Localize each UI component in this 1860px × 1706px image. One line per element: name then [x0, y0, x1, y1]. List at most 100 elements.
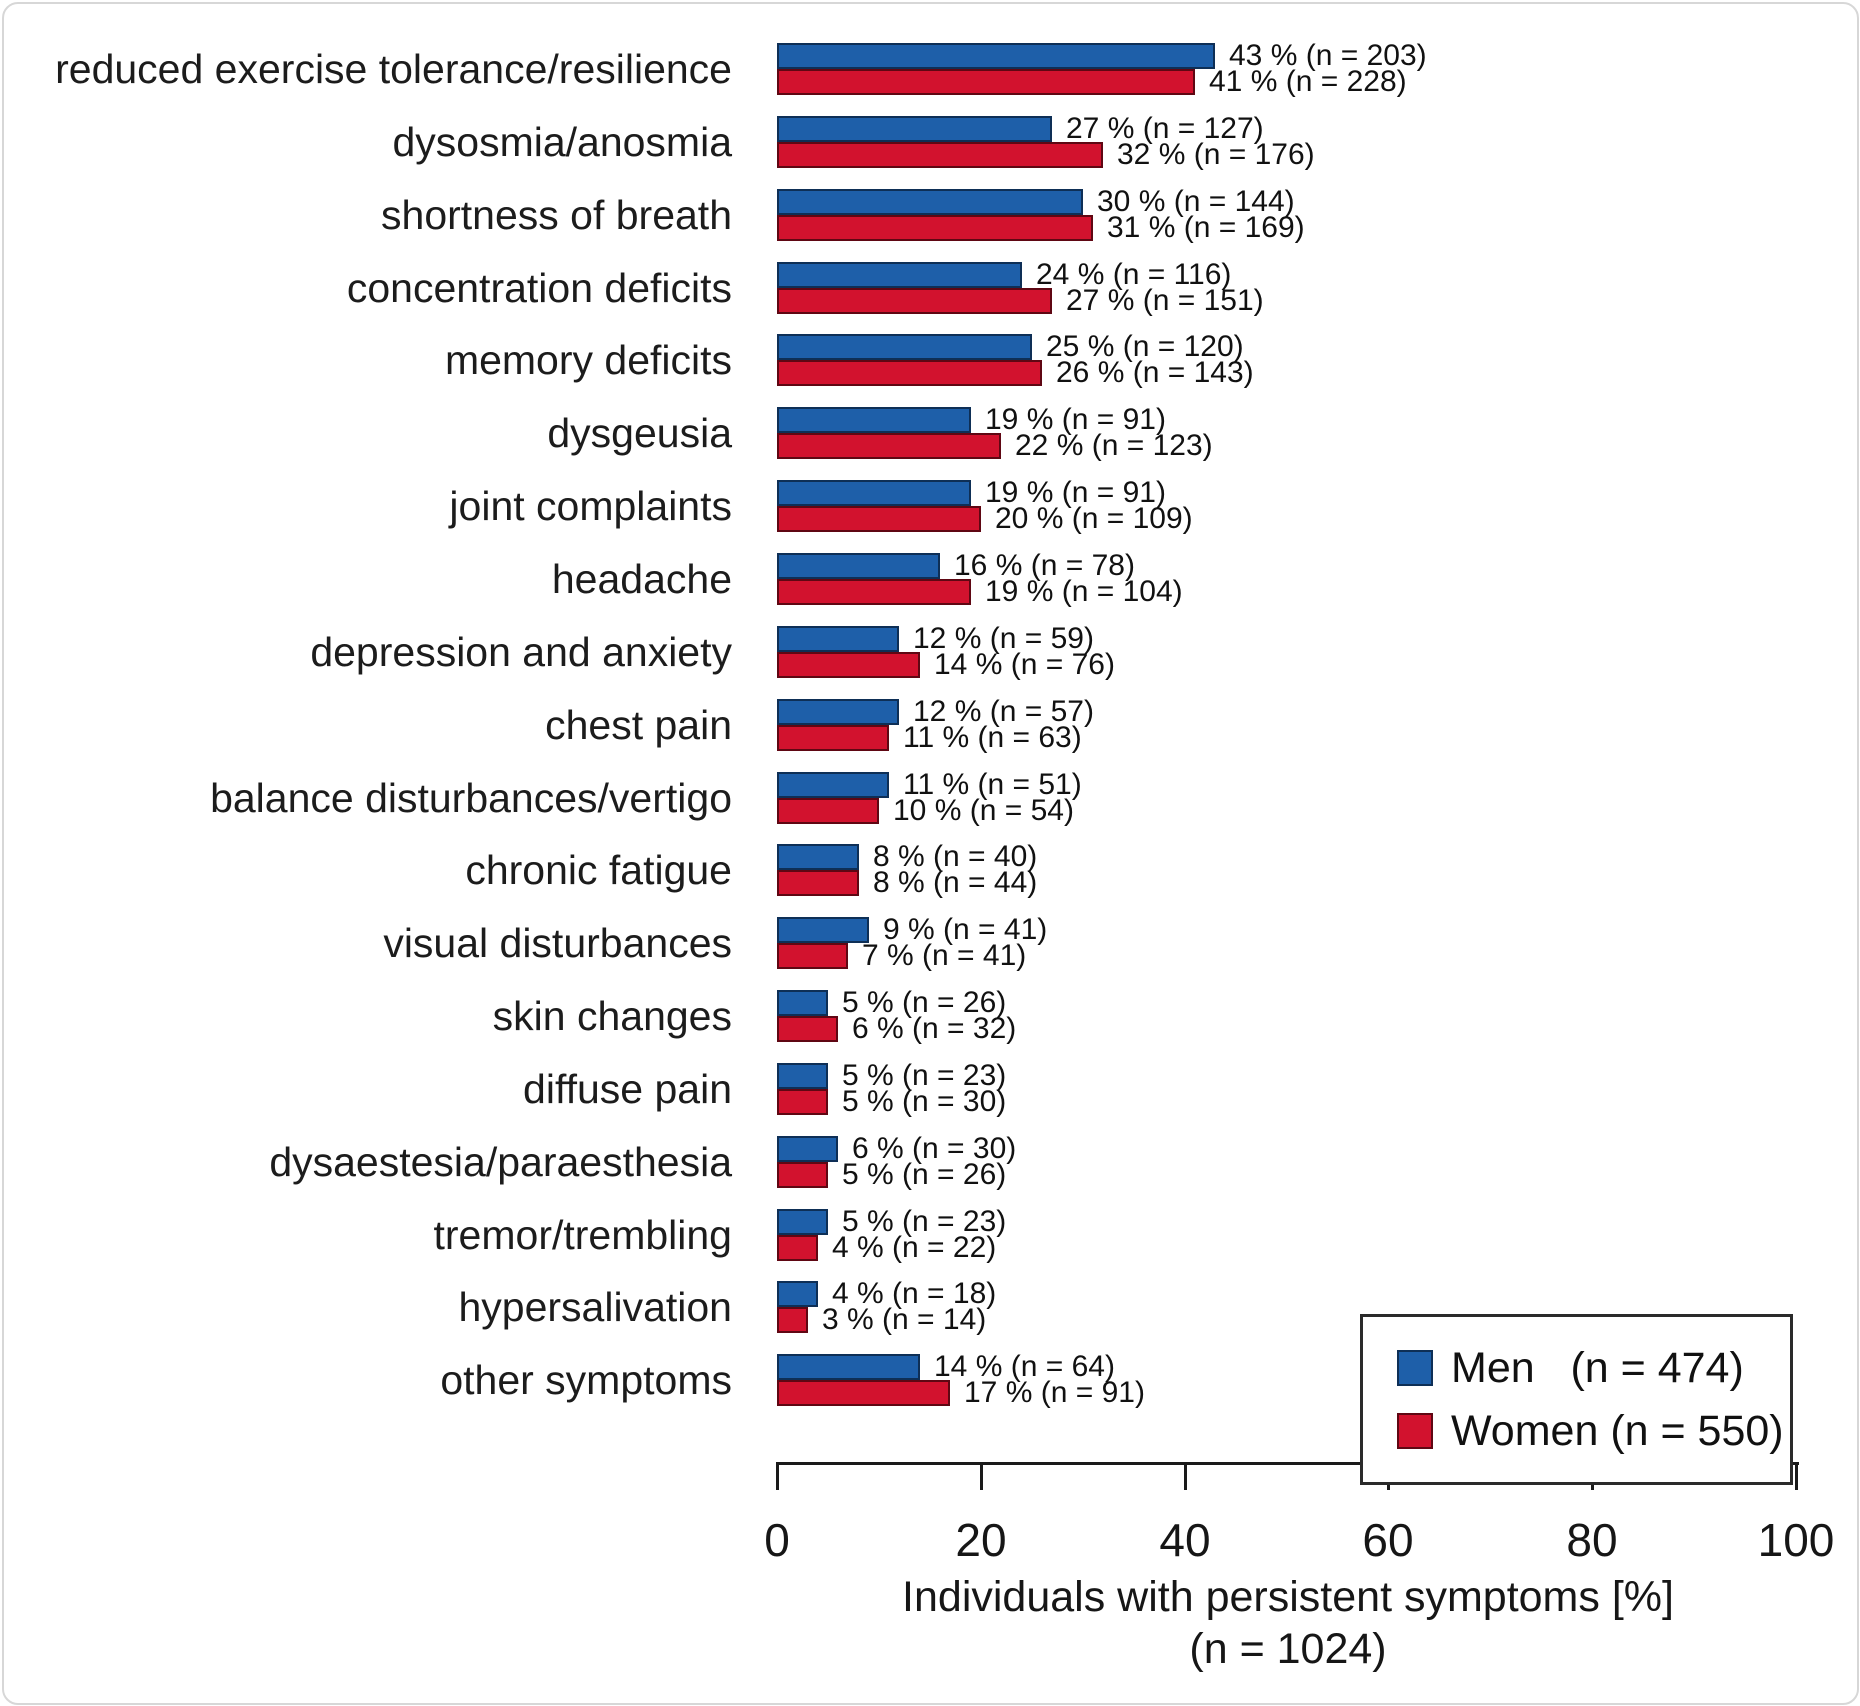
bar-value-men: 4 % (n = 18): [832, 1277, 997, 1311]
category-label: headache: [551, 555, 732, 602]
bar-value-women: 11 % (n = 63): [903, 720, 1082, 754]
bar-value-women: 4 % (n = 22): [832, 1230, 997, 1264]
bar-men: [777, 771, 889, 798]
bar-women: [777, 214, 1093, 241]
bar-value-women: 31 % (n = 169): [1107, 210, 1305, 244]
bar-value-men: 11 % (n = 51): [903, 767, 1082, 801]
bar-women: [777, 1088, 828, 1115]
legend: Men (n = 474) Women (n = 550): [1360, 1314, 1793, 1485]
bar-men: [777, 844, 859, 871]
bar-women: [777, 1307, 808, 1334]
bar-men: [777, 188, 1083, 215]
x-axis-title: Individuals with persistent symptoms [%]: [902, 1573, 1674, 1621]
category-label: depression and anxiety: [310, 628, 732, 675]
bar-value-men: 14 % (n = 64): [934, 1350, 1115, 1384]
bar-men: [777, 261, 1022, 288]
x-tick-label: 80: [1566, 1514, 1618, 1566]
category-label: other symptoms: [440, 1357, 732, 1404]
bar-women: [777, 1380, 950, 1407]
x-tick: [980, 1462, 983, 1490]
bar-value-women: 14 % (n = 76): [934, 647, 1115, 681]
bar-men: [777, 115, 1052, 142]
bar-value-men: 30 % (n = 144): [1097, 184, 1295, 218]
bar-value-women: 7 % (n = 41): [862, 939, 1027, 973]
bar-value-women: 10 % (n = 54): [893, 793, 1074, 827]
bar-value-men: 19 % (n = 91): [985, 476, 1166, 510]
men-color-swatch: [1397, 1350, 1433, 1386]
x-tick: [1795, 1462, 1798, 1490]
bar-value-women: 41 % (n = 228): [1209, 65, 1407, 98]
bar-value-men: 6 % (n = 30): [852, 1131, 1017, 1165]
category-label: shortness of breath: [381, 191, 732, 238]
legend-label-men: Men (n = 474): [1451, 1343, 1744, 1392]
bar-women: [777, 1161, 828, 1188]
category-label: balance disturbances/vertigo: [210, 774, 732, 821]
category-label: chronic fatigue: [465, 847, 732, 894]
bar-women: [777, 943, 848, 970]
category-label: skin changes: [492, 993, 732, 1040]
bar-women: [777, 724, 889, 751]
bar-men: [777, 334, 1032, 361]
bar-women: [777, 578, 971, 605]
bar-women: [777, 433, 1001, 460]
category-label: chest pain: [545, 701, 732, 748]
bar-value-women: 5 % (n = 26): [842, 1157, 1007, 1191]
bar-value-men: 25 % (n = 120): [1046, 330, 1244, 364]
category-label: concentration deficits: [346, 264, 732, 311]
bar-women: [777, 69, 1195, 95]
category-label: tremor/trembling: [433, 1211, 732, 1258]
bar-men: [777, 43, 1215, 69]
bar-women: [777, 287, 1052, 314]
bar-value-men: 27 % (n = 127): [1066, 111, 1264, 145]
bar-men: [777, 625, 899, 652]
bar-value-men: 12 % (n = 57): [913, 694, 1094, 728]
bar-men: [777, 698, 899, 725]
bar-men: [777, 990, 828, 1017]
bar-value-men: 24 % (n = 116): [1036, 257, 1232, 291]
category-label: diffuse pain: [523, 1065, 732, 1112]
bar-women: [777, 506, 981, 533]
bar-men: [777, 1281, 818, 1308]
category-label: memory deficits: [444, 337, 732, 384]
category-label: joint complaints: [449, 483, 732, 530]
x-tick-label: 40: [1159, 1514, 1211, 1566]
bar-value-women: 3 % (n = 14): [822, 1303, 987, 1337]
legend-row-men: Men (n = 474): [1397, 1344, 1790, 1393]
women-color-swatch: [1397, 1413, 1433, 1449]
bar-value-women: 32 % (n = 176): [1117, 137, 1315, 171]
category-label: dysaestesia/paraesthesia: [269, 1138, 732, 1185]
x-tick-label: 60: [1362, 1514, 1414, 1566]
category-label: dysgeusia: [547, 410, 732, 457]
bar-women: [777, 1234, 818, 1261]
bar-men: [777, 407, 971, 434]
bar-value-men: 8 % (n = 40): [873, 840, 1038, 874]
bar-women: [777, 141, 1103, 168]
bar-value-men: 5 % (n = 26): [842, 986, 1007, 1020]
bar-value-women: 26 % (n = 143): [1056, 356, 1254, 390]
bar-women: [777, 651, 920, 678]
bar-men: [777, 552, 940, 579]
bar-value-men: 12 % (n = 59): [913, 621, 1094, 655]
bar-value-men: 19 % (n = 91): [985, 403, 1166, 437]
bar-value-men: 5 % (n = 23): [842, 1204, 1007, 1238]
legend-label-women: Women (n = 550): [1451, 1406, 1784, 1455]
x-tick: [776, 1462, 779, 1490]
bar-men: [777, 1062, 828, 1089]
bar-value-women: 5 % (n = 30): [842, 1084, 1007, 1118]
bar-value-women: 22 % (n = 123): [1015, 429, 1213, 463]
x-tick-label: 20: [955, 1514, 1007, 1566]
bar-value-women: 19 % (n = 104): [985, 574, 1183, 608]
x-axis-subtitle: (n = 1024): [1189, 1625, 1387, 1673]
category-label: hypersalivation: [458, 1284, 733, 1331]
legend-row-women: Women (n = 550): [1397, 1407, 1790, 1456]
bar-men: [777, 1208, 828, 1235]
bar-men: [777, 917, 869, 944]
bar-value-women: 6 % (n = 32): [852, 1012, 1017, 1046]
category-label: visual disturbances: [383, 920, 732, 967]
bar-women: [777, 870, 859, 897]
x-tick-label: 0: [764, 1514, 790, 1566]
bar-men: [777, 1354, 920, 1381]
bar-value-women: 8 % (n = 44): [873, 866, 1038, 900]
bar-value-men: 16 % (n = 78): [954, 548, 1135, 582]
bar-women: [777, 360, 1042, 387]
